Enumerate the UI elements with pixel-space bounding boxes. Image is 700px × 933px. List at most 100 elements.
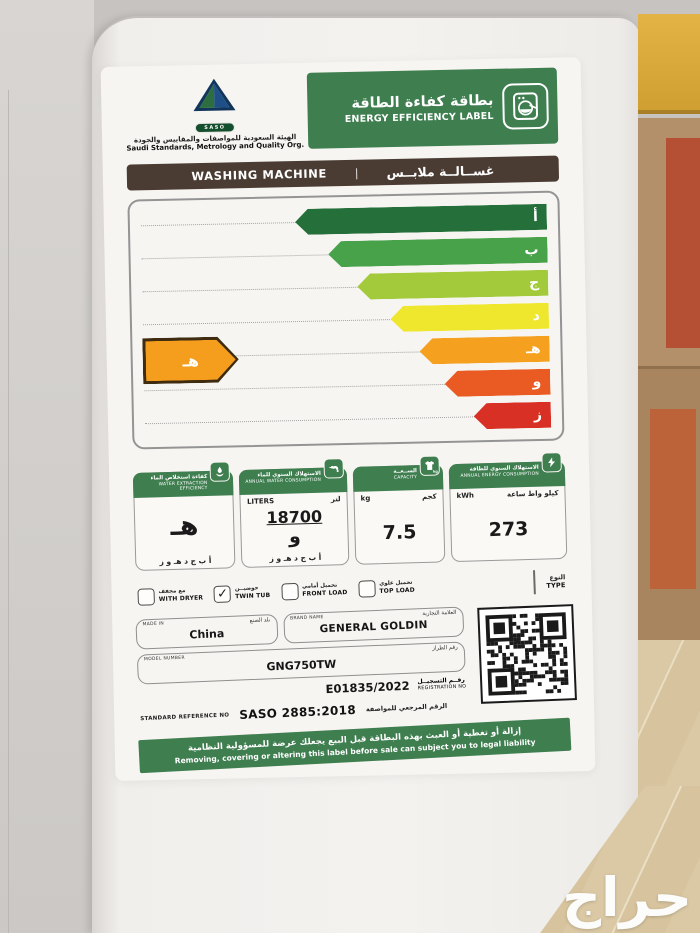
metric-title-english: WATER EXTRACTION EFFICIENCY (158, 480, 208, 492)
grade-row-c: ج (142, 270, 548, 304)
grade-bar-g: ز (474, 402, 552, 430)
grade-row-d: د (142, 303, 549, 337)
badge-titles: بطاقة كفاءة الطاقة ENERGY EFFICIENCY LAB… (344, 92, 494, 125)
option-labels: مع مجفف WITH DRYER (158, 588, 203, 603)
option-with-dryer: مع مجفف WITH DRYER (137, 586, 203, 606)
grade-scale-letters: أ ب ج د هـ و ز (159, 555, 212, 567)
washing-machine-icon (502, 82, 549, 130)
leader-line (144, 383, 450, 391)
qr-code (477, 604, 577, 704)
saso-org-block: SASO الهيئة السعودية للمواصفات والمقاييس… (125, 71, 305, 153)
registration-value: E01835/2022 (325, 678, 410, 697)
product-name-arabic: غســالــة ملابــس (386, 162, 495, 180)
capacity-header: kg الســعــة CAPACITY (352, 455, 444, 492)
made-in-field: MADE IN بلد الصنع China (135, 613, 279, 650)
with-dryer-checkbox (137, 587, 156, 606)
grade-row-g: ز (145, 402, 551, 436)
annual-energy-box: الاستهلاك السنوي للطاقة ANNUAL ENERGY CO… (448, 452, 568, 563)
grade-bar-a: أ (295, 204, 547, 235)
option-top-load: تحميل علوي TOP LOAD (358, 578, 415, 598)
type-label-english: TYPE (546, 581, 566, 590)
leader-line (141, 253, 334, 259)
background-shelf (638, 0, 700, 933)
brand-label-english: BRAND NAME (289, 615, 324, 622)
metric-body: هـ (134, 495, 234, 556)
divider (533, 570, 536, 595)
top-load-checkbox (358, 579, 376, 598)
kg-tag: kg (433, 469, 438, 474)
capacity-value: 7.5 (382, 520, 417, 544)
twin-tub-checkbox: ✓ (213, 584, 232, 603)
front-load-checkbox (280, 582, 299, 601)
faucet-icon (323, 458, 345, 479)
model-label-english: MODEL NUMBER (143, 655, 185, 663)
annual-water-box: الاستهلاك السنوي للماء ANNUAL WATER CONS… (239, 458, 350, 569)
product-details: MADE IN بلد الصنع China BRAND NAME العلا… (135, 602, 577, 704)
grade-bar-d: د (390, 303, 549, 332)
option-twin-tub: ✓ حوضيــن TWIN TUB (213, 583, 271, 603)
leader-line (145, 415, 479, 424)
option-labels: تحميل علوي TOP LOAD (379, 580, 415, 595)
grade-bar-c: ج (357, 270, 548, 300)
water-extraction-grade: هـ (170, 509, 199, 542)
badge-title-english: ENERGY EFFICIENCY LABEL (344, 110, 494, 125)
legal-warning-footer: إزالة أو تغطية أو العبث بهذه البطاقة قبل… (138, 717, 572, 774)
saso-logo-icon (193, 78, 236, 112)
leader-line (142, 286, 363, 292)
haraj-watermark: حراج (562, 866, 692, 929)
badge-title-arabic: بطاقة كفاءة الطاقة (351, 92, 494, 112)
efficiency-grade-chart: أ ب ج د هـ و ز (127, 190, 565, 450)
model-label-arabic: رقم الطراز (432, 644, 458, 652)
brand-name-field: BRAND NAME العلامة التجارية GENERAL GOLD… (282, 606, 465, 644)
stock-box-cardboard (638, 118, 700, 366)
grade-bar-b: ب (328, 237, 548, 268)
stock-box-cardboard (638, 366, 700, 640)
water-grade: و (288, 525, 302, 548)
leader-line (140, 221, 301, 226)
option-labels: حوضيــن TWIN TUB (235, 585, 271, 600)
option-labels: تحميل أمامي FRONT LOAD (302, 582, 348, 598)
option-front-load: تحميل أمامي FRONT LOAD (280, 581, 348, 601)
grade-scale-letters: أ ب ج د هـ و ز (269, 552, 322, 564)
option-label-english: TWIN TUB (235, 591, 271, 600)
capacity-box: kg الســعــة CAPACITY kg كجم 7.5 (352, 455, 446, 565)
product-name-english: WASHING MACHINE (191, 166, 327, 184)
metric-title-english: CAPACITY (393, 474, 418, 481)
box-artwork (650, 409, 696, 589)
grade-bar-e: هـ (419, 336, 549, 365)
made-in-label-arabic: بلد الصنع (249, 617, 271, 625)
grade-bar-f: و (444, 369, 550, 397)
registration-labels: رقــم التسجيــل REGISTRATION NO (417, 677, 466, 692)
rating-value: هـ (145, 339, 236, 381)
brand-label-arabic: العلامة التجارية (422, 609, 457, 618)
option-label-english: FRONT LOAD (302, 588, 348, 598)
saso-logo-banner: SASO (195, 122, 235, 134)
made-in-value: China (189, 627, 225, 642)
option-label-english: WITH DRYER (158, 594, 204, 603)
option-label-english: TOP LOAD (379, 586, 416, 595)
energy-efficiency-label: SASO الهيئة السعودية للمواصفات والمقاييس… (100, 57, 596, 781)
registration-label-english: REGISTRATION NO (417, 684, 467, 692)
metric-boxes: كفاءة استخلاص الماء WATER EXTRACTION EFF… (132, 452, 568, 571)
metric-body: 273 (451, 497, 567, 561)
divider: | (354, 166, 359, 180)
metric-body: 7.5 (355, 500, 445, 563)
annual-water-header: الاستهلاك السنوي للماء ANNUAL WATER CONS… (239, 458, 348, 496)
machine-type-row: مع مجفف WITH DRYER ✓ حوضيــن TWIN TUB تح… (135, 569, 568, 609)
annual-energy-header: الاستهلاك السنوي للطاقة ANNUAL ENERGY CO… (448, 452, 566, 490)
grade-row-b: ب (141, 237, 547, 271)
tshirt-icon: kg (419, 455, 441, 477)
standard-label-english: STANDARD REFERENCE NO (140, 712, 230, 723)
product-title-bar: WASHING MACHINE | غســالــة ملابــس (126, 155, 560, 191)
energy-efficiency-badge: بطاقة كفاءة الطاقة ENERGY EFFICIENCY LAB… (306, 67, 559, 149)
water-extraction-icon (209, 461, 231, 482)
metric-body: 18700 و (241, 503, 348, 553)
background-wall-left (0, 0, 94, 933)
metric-title-english: ANNUAL ENERGY CONSUMPTION (460, 471, 540, 479)
lightning-icon (541, 452, 562, 473)
annual-energy-value: 273 (488, 517, 529, 541)
type-caption: النوع TYPE (546, 573, 566, 590)
standard-label-arabic: الرقم المرجعي للمواصفة (365, 701, 448, 714)
leader-line (142, 318, 396, 325)
